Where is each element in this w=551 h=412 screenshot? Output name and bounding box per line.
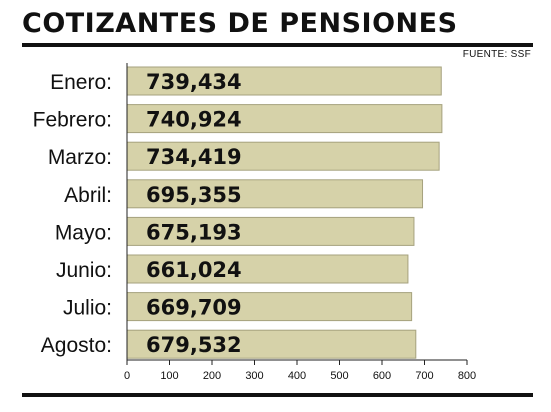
x-tick-label: 500 [330,370,348,382]
title-divider [22,43,533,47]
bar [126,216,415,246]
x-tick-label: 700 [415,370,433,382]
bar [126,254,409,284]
value-label: 679,532 [146,333,242,357]
category-label: Junio: [56,259,112,282]
x-tick-label: 200 [203,370,221,382]
bar [126,66,442,96]
value-label: 734,419 [146,145,242,169]
x-tick-label: 300 [245,370,263,382]
category-label: Mayo: [55,221,112,244]
category-label: Julio: [63,297,112,320]
x-tick-label: 400 [288,370,306,382]
x-tick-label: 100 [160,370,178,382]
x-tick-label: 600 [373,370,391,382]
bar [126,179,424,209]
value-label: 739,434 [146,70,242,94]
value-label: 669,709 [146,296,242,320]
category-label: Enero: [50,71,112,94]
source-note: FUENTE: SSF [462,49,531,60]
value-label: 740,924 [146,108,242,132]
x-tick-label: 800 [458,370,476,382]
value-label: 675,193 [146,220,242,244]
bottom-divider [22,393,533,397]
bar [126,329,417,359]
category-label: Agosto: [41,334,112,357]
bar [126,292,413,322]
category-label: Marzo: [48,146,112,169]
value-label: 695,355 [146,183,242,207]
category-label: Abril: [64,184,112,207]
category-label: Febrero: [33,109,112,132]
chart-title: COTIZANTES DE PENSIONES [22,8,458,39]
x-tick-label: 0 [124,370,130,382]
value-label: 661,024 [146,258,242,282]
bar [126,141,440,171]
